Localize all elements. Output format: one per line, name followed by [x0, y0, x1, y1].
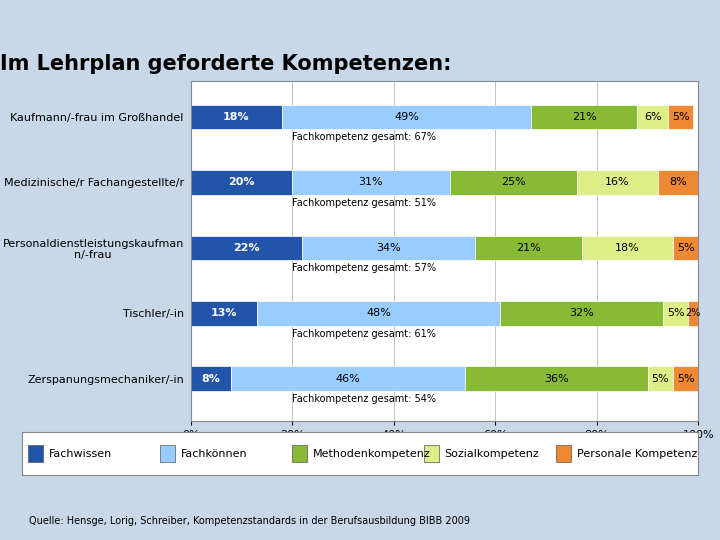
FancyBboxPatch shape	[292, 446, 307, 462]
FancyBboxPatch shape	[161, 446, 175, 462]
Text: Methodenkompetenz: Methodenkompetenz	[312, 449, 431, 458]
Text: 22%: 22%	[233, 243, 260, 253]
Text: Personale Kompetenz: Personale Kompetenz	[577, 449, 697, 458]
Text: 32%: 32%	[570, 308, 594, 318]
Bar	[688, 301, 698, 326]
Bar	[465, 367, 648, 391]
Text: Fachkompetenz gesamt: 57%: Fachkompetenz gesamt: 57%	[292, 263, 436, 273]
Text: 46%: 46%	[336, 374, 361, 384]
Bar	[282, 105, 531, 129]
FancyBboxPatch shape	[424, 446, 439, 462]
Bar	[191, 105, 282, 129]
Bar	[302, 235, 475, 260]
Text: 20%: 20%	[228, 178, 255, 187]
Bar	[500, 301, 663, 326]
Text: Fachkönnen: Fachkönnen	[181, 449, 247, 458]
FancyBboxPatch shape	[557, 446, 571, 462]
Bar	[577, 170, 658, 195]
Bar	[191, 367, 231, 391]
Text: 49%: 49%	[394, 112, 419, 122]
Bar	[191, 301, 257, 326]
Text: 13%: 13%	[210, 308, 237, 318]
Text: Fachkompetenz gesamt: 61%: Fachkompetenz gesamt: 61%	[292, 328, 436, 339]
Text: 31%: 31%	[359, 178, 383, 187]
Bar	[475, 235, 582, 260]
Text: 2%: 2%	[685, 308, 701, 318]
Text: Fachkompetenz gesamt: 51%: Fachkompetenz gesamt: 51%	[292, 198, 436, 208]
Bar	[663, 301, 688, 326]
Bar	[673, 235, 698, 260]
Bar	[257, 301, 500, 326]
FancyBboxPatch shape	[28, 446, 43, 462]
Bar	[582, 235, 673, 260]
Bar	[231, 367, 465, 391]
Text: 5%: 5%	[677, 243, 695, 253]
Bar	[673, 367, 698, 391]
Bar	[450, 170, 577, 195]
Text: 16%: 16%	[605, 178, 629, 187]
Text: Fachkompetenz gesamt: 67%: Fachkompetenz gesamt: 67%	[292, 132, 436, 142]
Text: 6%: 6%	[644, 112, 662, 122]
Text: 36%: 36%	[544, 374, 569, 384]
Text: Im Lehrplan geforderte Kompetenzen:: Im Lehrplan geforderte Kompetenzen:	[1, 54, 452, 74]
Text: 21%: 21%	[572, 112, 597, 122]
Text: 18%: 18%	[223, 112, 250, 122]
Text: 5%: 5%	[677, 374, 695, 384]
Text: 25%: 25%	[500, 178, 526, 187]
Text: 8%: 8%	[669, 178, 687, 187]
Bar	[191, 170, 292, 195]
Text: 21%: 21%	[516, 243, 541, 253]
Bar	[637, 105, 668, 129]
Bar	[668, 105, 693, 129]
Bar	[531, 105, 637, 129]
Bar	[658, 170, 698, 195]
Text: Fachwissen: Fachwissen	[49, 449, 112, 458]
Text: Quelle: Hensge, Lorig, Schreiber, Kompetenzstandards in der Berufsausbildung BIB: Quelle: Hensge, Lorig, Schreiber, Kompet…	[29, 516, 470, 526]
Text: 48%: 48%	[366, 308, 391, 318]
Bar	[292, 170, 450, 195]
Text: 8%: 8%	[202, 374, 220, 384]
Text: 5%: 5%	[667, 308, 685, 318]
Text: Sozialkompetenz: Sozialkompetenz	[445, 449, 539, 458]
Text: 5%: 5%	[672, 112, 690, 122]
Text: 5%: 5%	[652, 374, 669, 384]
Bar	[648, 367, 673, 391]
Text: Fachkompetenz gesamt: 54%: Fachkompetenz gesamt: 54%	[292, 394, 436, 404]
Text: 34%: 34%	[377, 243, 401, 253]
Bar	[191, 235, 302, 260]
Text: 18%: 18%	[615, 243, 639, 253]
